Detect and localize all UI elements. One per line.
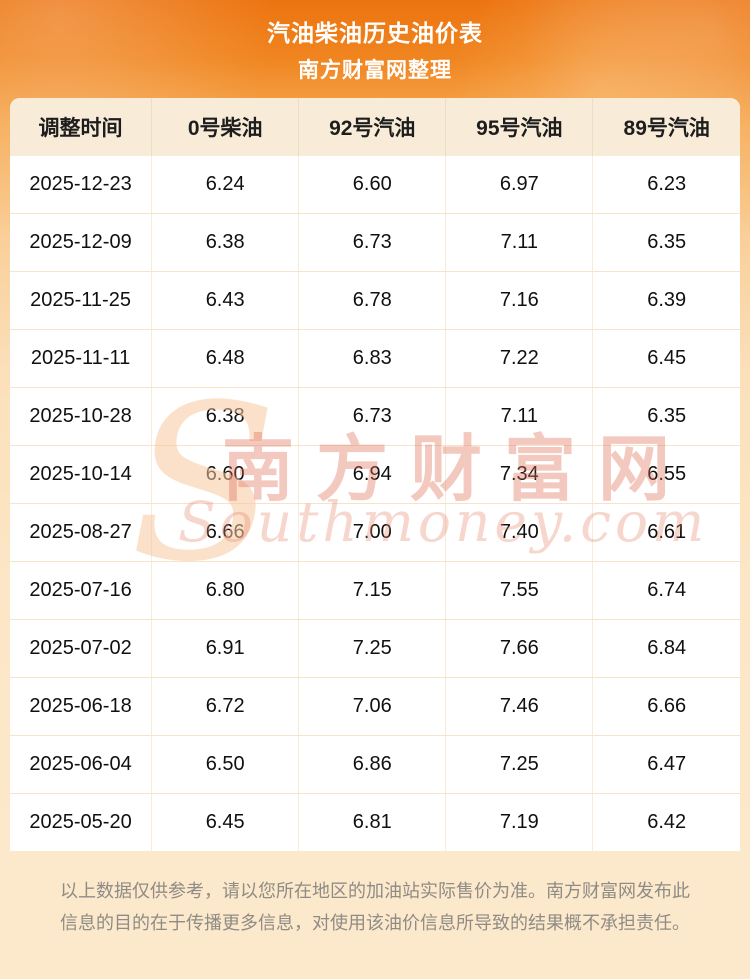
price-cell: 6.35: [592, 387, 740, 446]
price-cell: 6.97: [445, 156, 594, 214]
price-cell: 6.73: [298, 213, 447, 272]
price-cell: 6.66: [592, 677, 740, 736]
table-row: 2025-11-25 6.43 6.78 7.16 6.39: [10, 271, 740, 330]
column-header-diesel-0: 0号柴油: [151, 98, 300, 156]
page-subtitle: 南方财富网整理: [298, 59, 452, 82]
table-row: 2025-08-27 6.66 7.00 7.40 6.61: [10, 503, 740, 562]
table-row: 2025-10-14 6.60 6.94 7.34 6.55: [10, 445, 740, 504]
price-cell: 6.78: [298, 271, 447, 330]
date-cell: 2025-12-09: [10, 213, 153, 272]
price-cell: 6.45: [592, 329, 740, 388]
date-cell: 2025-12-23: [10, 156, 153, 214]
page-title: 汽油柴油历史油价表: [267, 20, 483, 46]
price-cell: 6.39: [592, 271, 740, 330]
price-cell: 7.15: [298, 561, 447, 620]
price-cell: 6.60: [298, 156, 447, 214]
column-header-gasoline-89: 89号汽油: [592, 98, 740, 156]
price-cell: 7.46: [445, 677, 594, 736]
date-cell: 2025-10-28: [10, 387, 153, 446]
price-cell: 6.61: [592, 503, 740, 562]
page-header: 汽油柴油历史油价表 南方财富网整理: [0, 0, 750, 84]
table-row: 2025-07-02 6.91 7.25 7.66 6.84: [10, 619, 740, 678]
price-cell: 6.66: [151, 503, 300, 562]
column-header-gasoline-95: 95号汽油: [445, 98, 594, 156]
date-cell: 2025-07-02: [10, 619, 153, 678]
date-cell: 2025-11-25: [10, 271, 153, 330]
price-cell: 6.45: [151, 793, 300, 851]
price-cell: 6.80: [151, 561, 300, 620]
price-cell: 6.55: [592, 445, 740, 504]
price-cell: 7.25: [298, 619, 447, 678]
date-cell: 2025-06-04: [10, 735, 153, 794]
price-cell: 6.42: [647, 811, 687, 833]
price-table-body: 2025-12-23 6.24 6.60 6.97 6.23 2025-12-09 6.38…: [10, 156, 740, 851]
price-cell: 7.66: [445, 619, 594, 678]
price-cell: 6.48: [151, 329, 300, 388]
price-cell: 6.24: [151, 156, 300, 214]
price-cell: 6.50: [151, 735, 300, 794]
date-cell: 2025-07-16: [10, 561, 153, 620]
price-cell: 6.91: [151, 619, 300, 678]
price-cell: 6.72: [151, 677, 300, 736]
column-header-date: 调整时间: [10, 98, 153, 156]
price-cell: 6.84: [592, 619, 740, 678]
price-table: 调整时间 0号柴油 92号汽油 95号汽油 89号汽油 2025-12-23 6.…: [10, 98, 740, 851]
price-cell: 6.23: [592, 156, 740, 214]
table-row: 2025-12-09 6.38 6.73 7.11 6.35: [10, 213, 740, 272]
price-cell: 6.43: [151, 271, 300, 330]
disclaimer-text: 以上数据仅供参考，请以您所在地区的加油站实际售价为准。南方财富网发布此信息的目的…: [60, 881, 690, 933]
price-cell: 6.35: [592, 213, 740, 272]
price-cell: 7.11: [445, 213, 594, 272]
price-cell: 7.55: [445, 561, 594, 620]
table-row: 2025-10-28 6.38 6.73 7.11 6.35: [10, 387, 740, 446]
price-cell: 7.34: [445, 445, 594, 504]
price-cell: 6.38: [151, 387, 300, 446]
column-header-gasoline-92: 92号汽油: [298, 98, 447, 156]
price-cell: 6.74: [592, 561, 740, 620]
price-cell: 6.38: [151, 213, 300, 272]
table-row: 2025-11-11 6.48 6.83 7.22 6.45: [10, 329, 740, 388]
price-cell: 7.11: [445, 387, 594, 446]
price-cell: 6.47: [592, 735, 740, 794]
table-row: 2025-06-04 6.50 6.86 7.25 6.47: [10, 735, 740, 794]
price-cell: 7.00: [298, 503, 447, 562]
header-row: 调整时间 0号柴油 92号汽油 95号汽油 89号汽油: [10, 98, 740, 156]
table-row: 2025-05-20 6.45 6.81 7.19 6.42: [10, 793, 740, 851]
price-cell: 6.94: [298, 445, 447, 504]
date-cell: 2025-06-18: [10, 677, 153, 736]
price-cell: 6.60: [151, 445, 300, 504]
price-cell: 6.86: [298, 735, 447, 794]
price-cell: 7.22: [445, 329, 594, 388]
date-cell: 2025-11-11: [10, 329, 153, 388]
table-row: 2025-07-16 6.80 7.15 7.55 6.74: [10, 561, 740, 620]
price-cell: 7.40: [445, 503, 594, 562]
price-cell: 6.83: [298, 329, 447, 388]
date-cell: 2025-05-20: [10, 793, 153, 851]
price-cell: 6.81: [298, 793, 447, 851]
price-cell: 7.25: [445, 735, 594, 794]
price-cell: 7.06: [298, 677, 447, 736]
price-table-header: 调整时间 0号柴油 92号汽油 95号汽油 89号汽油: [10, 98, 740, 156]
table-row: 2025-06-18 6.72 7.06 7.46 6.66: [10, 677, 740, 736]
price-cell: 7.16: [445, 271, 594, 330]
price-cell: 6.73: [298, 387, 447, 446]
price-cell: 7.19: [445, 793, 594, 851]
table-row: 2025-12-23 6.24 6.60 6.97 6.23: [10, 156, 740, 214]
date-cell: 2025-08-27: [10, 503, 153, 562]
price-table-grid: 调整时间 0号柴油 92号汽油 95号汽油 89号汽油 2025-12-23 6.…: [10, 98, 740, 851]
date-cell: 2025-10-14: [10, 445, 153, 504]
